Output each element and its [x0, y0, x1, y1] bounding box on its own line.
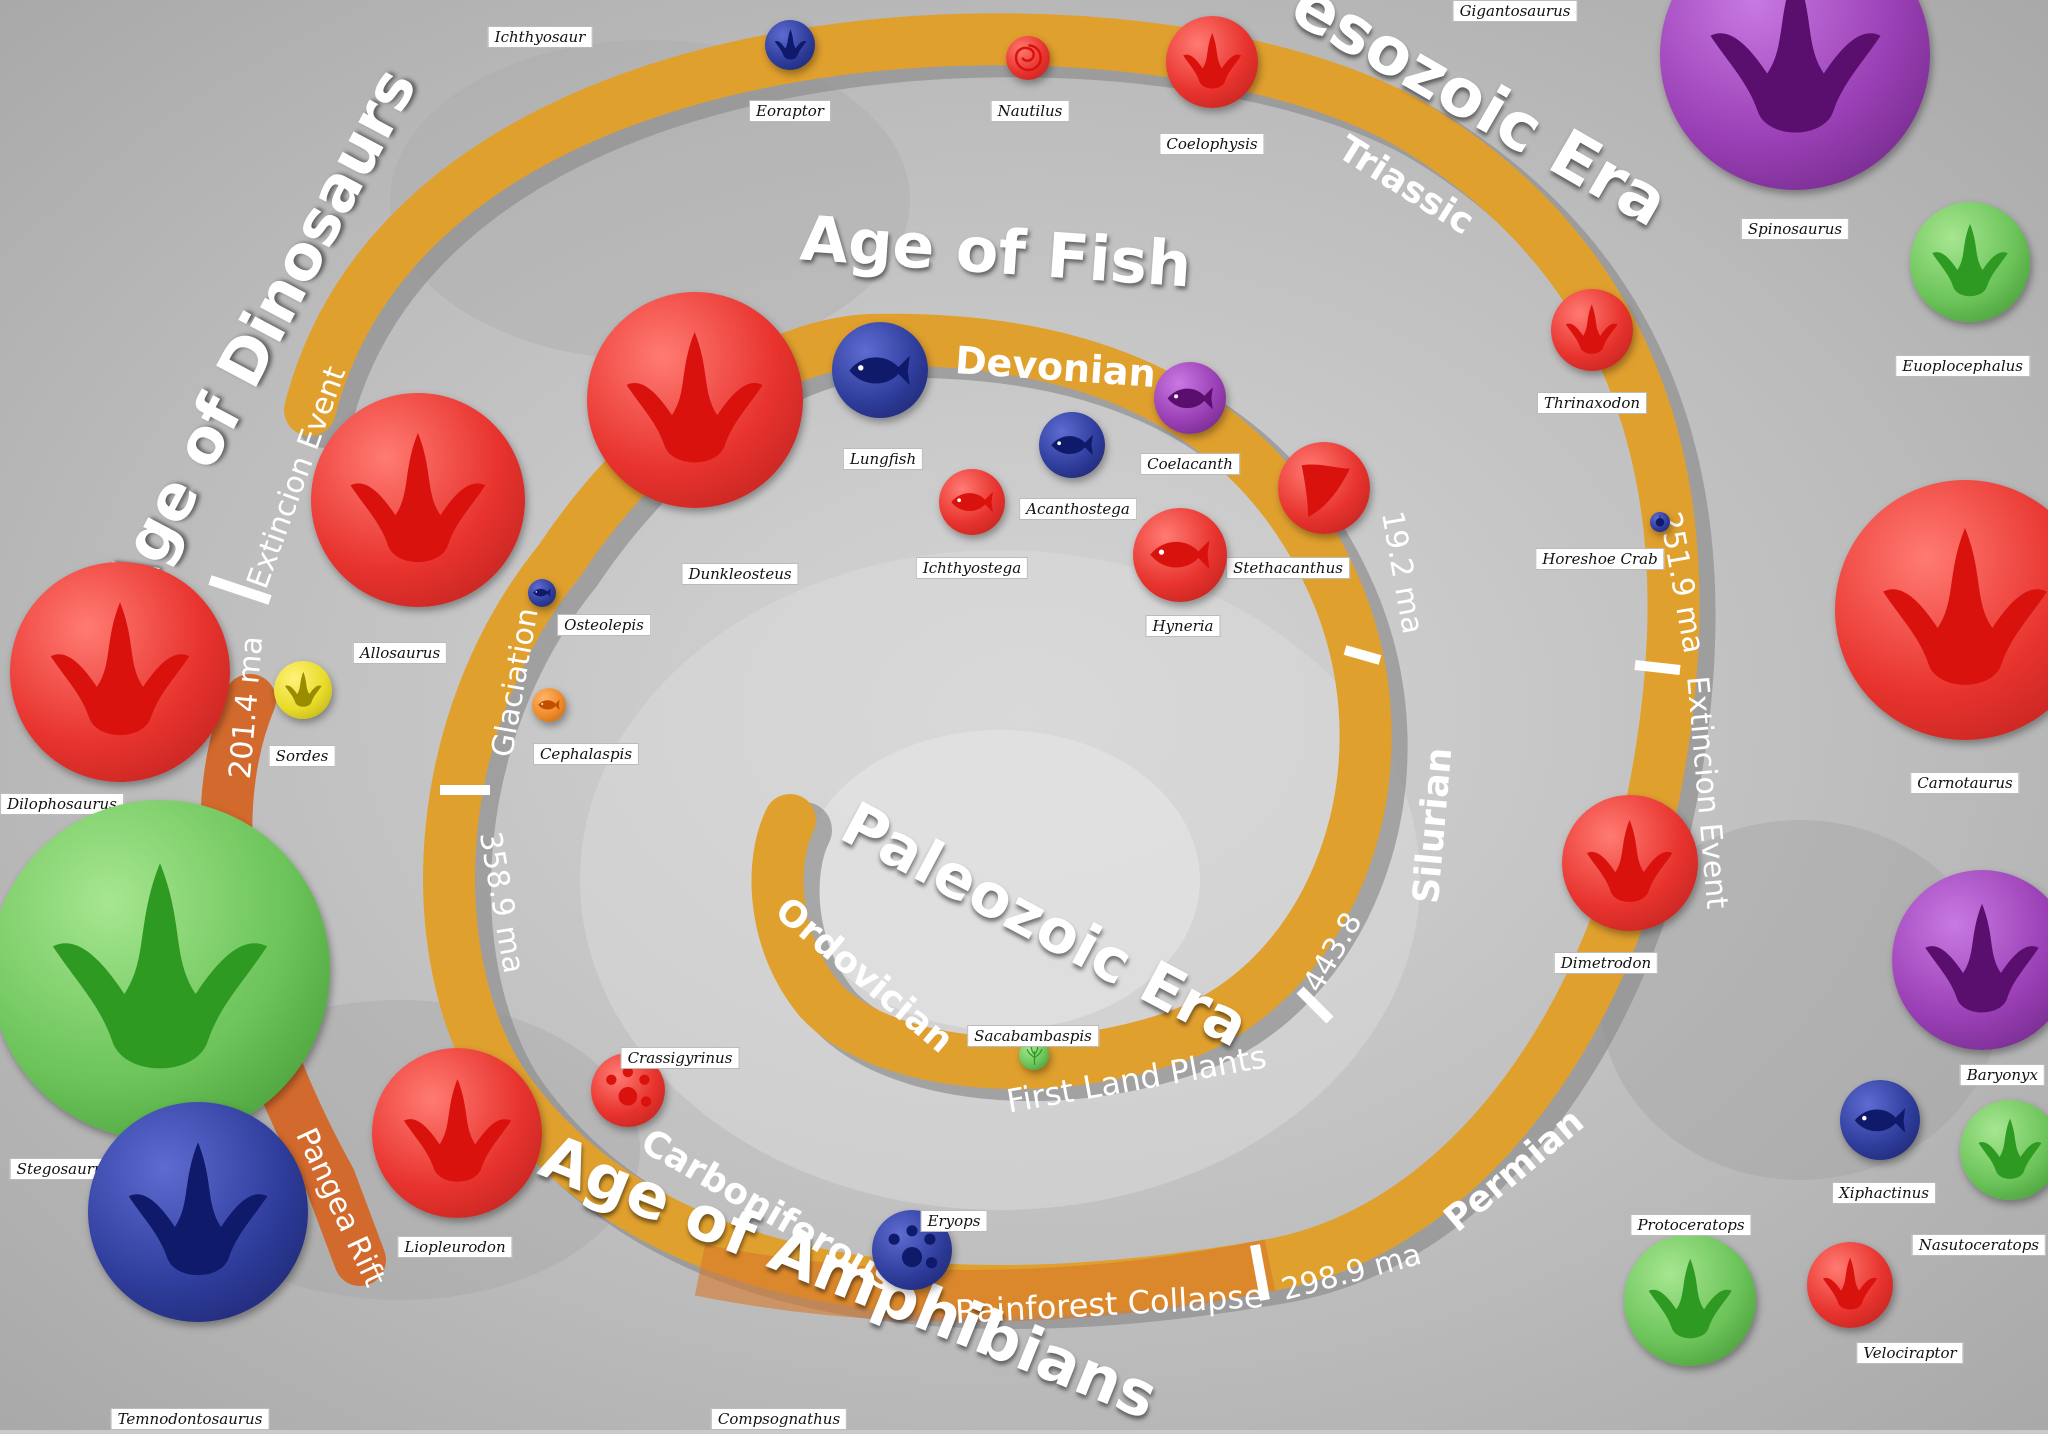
creature-label-velociraptor: Velociraptor: [1856, 1342, 1964, 1364]
creature-node-lungfish[interactable]: [832, 322, 928, 418]
creature-node-dilophosaurus[interactable]: [10, 562, 230, 782]
creature-label-carnotaurus: Carnotaurus: [1910, 772, 2020, 794]
creature-node-dunkleosteus[interactable]: [587, 292, 803, 508]
creature-node-liopleurodon[interactable]: [372, 1048, 542, 1218]
creature-label-coelophysis: Coelophysis: [1159, 133, 1265, 155]
fish-icon: [951, 491, 993, 513]
creature-label-acanthostega: Acanthostega: [1019, 498, 1137, 520]
creature-node-velociraptor[interactable]: [1807, 1242, 1893, 1328]
creature-label-liopleurodon: Liopleurodon: [397, 1236, 513, 1258]
creature-label-compsognathus: Compsognathus: [710, 1408, 848, 1430]
creature-label-osteolepis: Osteolepis: [557, 614, 651, 636]
footprint-icon: [403, 1079, 511, 1183]
creature-label-horeshoe-crab: Horeshoe Crab: [1535, 548, 1665, 570]
footprint-icon: [128, 1142, 268, 1276]
creature-node-thrinaxodon[interactable]: [1551, 289, 1633, 371]
creature-label-sacabambaspis: Sacabambaspis: [967, 1025, 1099, 1047]
footprint-icon: [626, 331, 764, 463]
creature-label-dilophosaurus: Dilophosaurus: [0, 793, 124, 815]
plant-icon: [1026, 1046, 1042, 1065]
creature-node-temnodontosaurus[interactable]: [88, 1102, 308, 1322]
fish-icon: [1051, 434, 1093, 456]
creature-label-hyneria: Hyneria: [1145, 615, 1221, 637]
footprint-icon: [350, 432, 486, 562]
shell-icon: [1014, 44, 1042, 72]
creature-node-coelacanth[interactable]: [1154, 362, 1226, 434]
creature-node-acanthostega[interactable]: [1039, 412, 1105, 478]
footprint-icon: [1932, 224, 2008, 297]
creature-node-dimetrodon[interactable]: [1562, 795, 1698, 931]
creature-node-cephalaspis[interactable]: [532, 688, 566, 722]
creature-node-ichthyostega[interactable]: [939, 469, 1005, 535]
frog-print-icon: [888, 1224, 938, 1268]
creature-label-baryonyx: Baryonyx: [1959, 1064, 2045, 1086]
crab-icon: [1655, 515, 1665, 527]
footprint-icon: [1925, 903, 2039, 1012]
creature-node-eoraptor[interactable]: [765, 20, 815, 70]
fish-icon: [1150, 540, 1210, 570]
fish-icon: [849, 355, 911, 385]
fish-icon: [533, 588, 551, 598]
creature-node-stegosaurus[interactable]: [0, 800, 330, 1140]
footprint-icon: [1709, 0, 1881, 133]
creature-node-osteolepis[interactable]: [528, 579, 556, 607]
creature-label-thrinaxodon: Thrinaxodon: [1536, 392, 1648, 414]
creature-label-lungfish: Lungfish: [842, 448, 924, 470]
creature-node-allosaurus[interactable]: [311, 393, 525, 607]
footprint-icon: [774, 29, 806, 60]
creature-node-horeshoe-crab[interactable]: [1650, 512, 1670, 532]
footprint-icon: [1648, 1258, 1732, 1339]
creature-node-sordes[interactable]: [274, 661, 332, 719]
creature-label-nasutoceratops: Nasutoceratops: [1911, 1234, 2046, 1256]
creature-label-coelacanth: Coelacanth: [1140, 453, 1240, 475]
footprint-icon: [1587, 820, 1673, 903]
footprint-icon: [50, 602, 190, 736]
creature-label-ichthyostega: Ichthyostega: [915, 557, 1029, 579]
creature-node-hyneria[interactable]: [1133, 508, 1227, 602]
creature-node-coelophysis[interactable]: [1166, 16, 1258, 108]
creature-label-dimetrodon: Dimetrodon: [1553, 952, 1659, 974]
creature-label-allosaurus: Allosaurus: [352, 642, 448, 664]
creature-node-stethacanthus[interactable]: [1278, 442, 1370, 534]
frog-print-icon: [606, 1066, 652, 1107]
creature-node-nasutoceratops[interactable]: [1960, 1100, 2048, 1200]
creature-label-protoceratops: Protoceratops: [1630, 1214, 1752, 1236]
creature-label-eryops: Eryops: [920, 1210, 988, 1232]
footprint-icon: [1978, 1118, 2042, 1179]
footprint-icon: [1883, 528, 2047, 686]
creature-node-euoplocephalus[interactable]: [1910, 202, 2030, 322]
creature-label-cephalaspis: Cephalaspis: [532, 743, 640, 765]
creature-label-ichthyosaur: Ichthyosaur: [487, 26, 593, 48]
creature-label-sordes: Sordes: [268, 745, 336, 767]
fish-icon: [1167, 386, 1213, 410]
creature-label-crassigyrinus: Crassigyrinus: [620, 1047, 740, 1069]
creature-node-nautilus[interactable]: [1006, 36, 1050, 80]
footprint-icon: [1822, 1257, 1878, 1310]
creature-label-eoraptor: Eoraptor: [749, 100, 831, 122]
footprint-icon: [284, 671, 322, 707]
creature-node-xiphactinus[interactable]: [1840, 1080, 1920, 1160]
fish-icon: [538, 699, 560, 711]
creature-label-stethacanthus: Stethacanthus: [1226, 557, 1350, 579]
creature-label-spinosaurus: Spinosaurus: [1740, 218, 1850, 240]
creature-node-baryonyx[interactable]: [1892, 870, 2048, 1050]
tooth-icon: [1301, 464, 1350, 517]
footprint-icon: [1566, 304, 1618, 354]
creature-label-stegosaurus: Stegosaurus: [9, 1158, 119, 1180]
creature-node-carnotaurus[interactable]: [1835, 480, 2048, 740]
creature-label-euoplocephalus: Euoplocephalus: [1895, 355, 2030, 377]
footprint-icon: [1183, 33, 1241, 89]
creature-label-gigantosaurus: Gigantosaurus: [1452, 0, 1578, 22]
creature-label-xiphactinus: Xiphactinus: [1832, 1182, 1936, 1204]
creature-label-dunkleosteus: Dunkleosteus: [681, 563, 799, 585]
creature-label-nautilus: Nautilus: [990, 100, 1070, 122]
fish-icon: [1854, 1107, 1906, 1133]
creature-node-protoceratops[interactable]: [1624, 1234, 1756, 1366]
footprint-icon: [52, 862, 268, 1069]
creature-label-temnodontosaurus: Temnodontosaurus: [110, 1408, 270, 1430]
